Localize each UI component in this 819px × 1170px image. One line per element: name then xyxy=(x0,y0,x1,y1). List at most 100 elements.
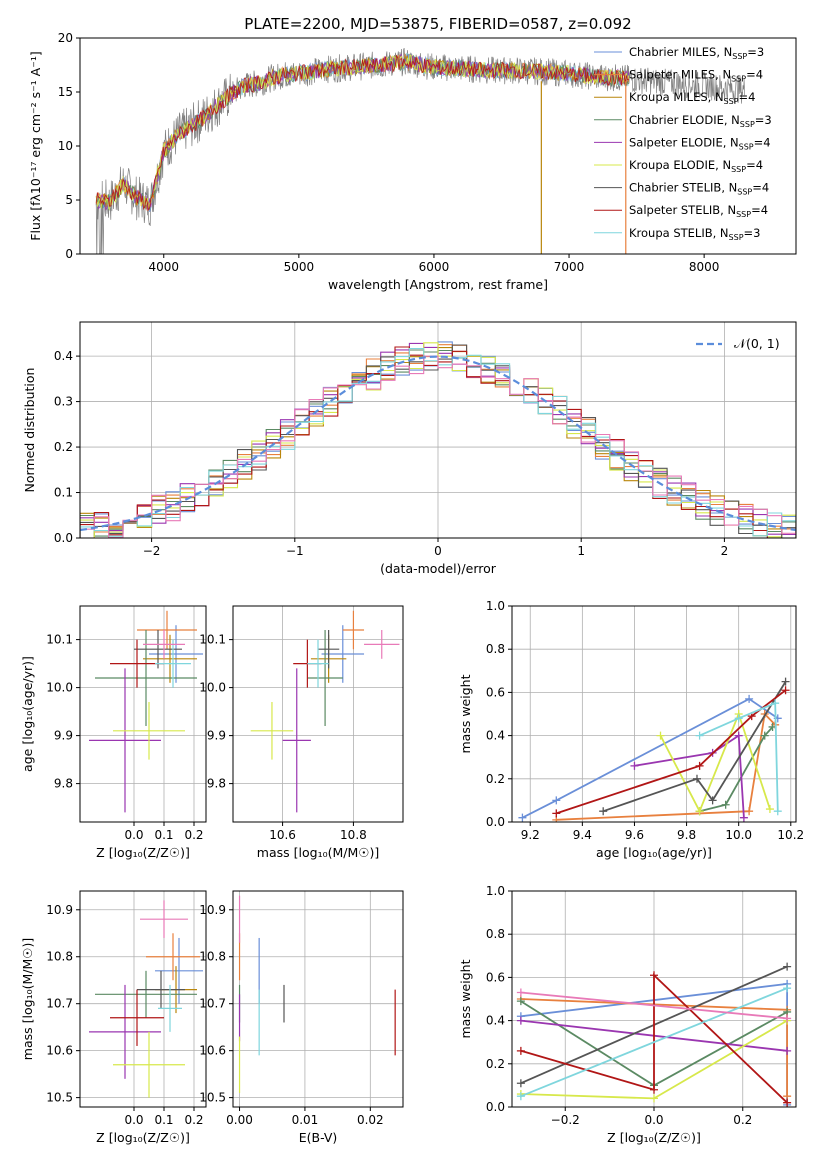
plot-age-vs-mass: 10.6 10.8 9.8 9.9 10.0 10.1 mass [log₁₀(M/M☉)] xyxy=(199,605,404,860)
x-tick-label: 9.2 xyxy=(521,828,540,842)
series-lines xyxy=(516,962,792,1107)
y-axis-label: mass [log₁₀(M/M☉)] xyxy=(20,938,35,1060)
y-tick-label: 0.0 xyxy=(486,815,505,829)
y-tick-label: 10.1 xyxy=(46,633,73,647)
legend-label: Chabrier STELIB, NSSP=4 xyxy=(629,181,769,197)
series-line xyxy=(520,987,788,1098)
plot-weight-vs-z: −0.2 0.0 0.2 0.0 0.2 0.4 0.6 0.8 1.0 Z [log₁₀(Z/Z… xyxy=(458,884,797,1145)
y-tick-label: 9.8 xyxy=(207,777,226,791)
y-tick-label: 0.6 xyxy=(486,970,505,984)
y-tick-label: 0.1 xyxy=(54,486,73,500)
x-tick-label: 0.0 xyxy=(124,828,143,842)
series-marker xyxy=(783,984,792,993)
x-tick-label: −2 xyxy=(143,544,161,558)
legend-subscript: SSP xyxy=(729,233,744,242)
normal-curve xyxy=(80,355,796,532)
series-marker xyxy=(650,1094,658,1103)
series-marker xyxy=(692,774,701,783)
x-tick-label: 0.01 xyxy=(292,1113,319,1127)
spectrum-model-line xyxy=(95,54,630,210)
series-marker xyxy=(518,813,527,822)
x-axis-label: wavelength [Angstrom, rest frame] xyxy=(328,277,548,292)
legend-subscript: SSP xyxy=(732,52,747,61)
legend-value: =3 xyxy=(744,226,761,240)
series-marker xyxy=(552,809,561,818)
y-tick-label: 15 xyxy=(58,85,73,99)
series-marker xyxy=(773,807,782,816)
legend-label: Kroupa STELIB, NSSP=3 xyxy=(629,226,760,242)
legend-subscript: SSP xyxy=(724,97,739,106)
x-tick-label: 0.0 xyxy=(644,1113,663,1127)
series-marker xyxy=(783,1014,792,1023)
y-axis-label: Flux [fλ10⁻¹⁷ erg cm⁻² s⁻¹ A⁻¹] xyxy=(28,51,43,240)
plot-weight-vs-age: 9.2 9.4 9.6 9.8 10.0 10.2 0.0 0.2 0.4 0.6 0.8 1.0 ag… xyxy=(458,599,804,860)
y-tick-label: 10.1 xyxy=(199,633,226,647)
x-tick-label: 1 xyxy=(577,544,585,558)
series-marker xyxy=(708,796,717,805)
legend-subscript: SSP xyxy=(740,120,755,129)
series-marker xyxy=(656,731,665,740)
x-tick-label: −1 xyxy=(286,544,304,558)
series-marker xyxy=(695,807,704,816)
series-marker xyxy=(695,731,704,740)
y-tick-label: 0.4 xyxy=(486,729,505,743)
series-marker xyxy=(552,796,561,805)
series-line xyxy=(520,991,788,1020)
y-tick-label: 10.0 xyxy=(199,681,226,695)
series-marker xyxy=(745,694,754,703)
axes-frame xyxy=(79,605,207,823)
legend-label: Kroupa MILES, NSSP=4 xyxy=(629,90,755,106)
y-tick-label: 0.3 xyxy=(54,395,73,409)
legend: Chabrier MILES, NSSP=3 Salpeter MILES, NS… xyxy=(594,45,772,242)
y-tick-label: 1.0 xyxy=(486,599,505,613)
x-axis-label: age [log₁₀(age/yr)] xyxy=(596,845,712,860)
y-tick-label: 0.8 xyxy=(486,642,505,656)
x-axis-label: Z [log₁₀(Z/Z☉)] xyxy=(96,845,190,860)
series-marker xyxy=(650,971,658,980)
series-marker xyxy=(781,686,790,695)
series-marker xyxy=(771,699,780,708)
y-axis-label: age [log₁₀(age/yr)] xyxy=(20,656,35,772)
x-tick-label: 5000 xyxy=(284,260,315,274)
y-tick-label: 0 xyxy=(65,247,73,261)
plot-mass-vs-ebv: 0.00 0.01 0.02 10.5 10.6 10.7 10.8 10.9 E(B-V) xyxy=(199,890,404,1145)
series-marker xyxy=(783,962,792,971)
y-tick-label: 0.2 xyxy=(486,772,505,786)
y-tick-label: 10.6 xyxy=(46,1044,73,1058)
series-marker xyxy=(516,1079,525,1088)
y-tick-label: 10.9 xyxy=(46,903,73,917)
x-tick-label: 0.2 xyxy=(733,1113,752,1127)
y-tick-label: 0.8 xyxy=(486,927,505,941)
y-tick-label: 0.2 xyxy=(54,440,73,454)
errorbars xyxy=(89,900,203,1098)
series-line xyxy=(556,712,776,821)
series-line xyxy=(520,973,788,1104)
x-tick-label: 0.2 xyxy=(184,1113,203,1127)
series-marker xyxy=(739,813,748,822)
y-axis-label: mass weight xyxy=(458,674,473,753)
x-tick-label: −0.2 xyxy=(551,1113,580,1127)
y-tick-label: 10.8 xyxy=(46,950,73,964)
legend-subscript: SSP xyxy=(731,165,746,174)
legend-subscript: SSP xyxy=(731,75,746,84)
x-tick-label: 4000 xyxy=(148,260,179,274)
series-lines xyxy=(518,677,790,822)
x-tick-label: 9.6 xyxy=(625,828,644,842)
histograms xyxy=(80,341,796,538)
y-tick-label: 1.0 xyxy=(486,884,505,898)
plot-residuals: −2 −1 0 1 2 0.0 0.1 0.2 0.3 0.4 (data-model)/error… xyxy=(22,321,797,576)
legend-label: Kroupa ELODIE, NSSP=4 xyxy=(629,158,763,174)
legend-value: =4 xyxy=(752,181,769,195)
x-axis-label: mass [log₁₀(M/M☉)] xyxy=(257,845,379,860)
y-tick-label: 0.2 xyxy=(486,1057,505,1071)
errorbars xyxy=(89,610,203,813)
x-tick-label: 9.8 xyxy=(677,828,696,842)
y-tick-label: 10.7 xyxy=(199,997,226,1011)
series-marker xyxy=(783,1098,792,1107)
y-axis-label: Normed distribution xyxy=(22,368,37,493)
series-marker xyxy=(695,761,704,770)
x-tick-label: 0.1 xyxy=(154,828,173,842)
legend-subscript: SSP xyxy=(737,188,752,197)
series-marker xyxy=(516,1046,525,1055)
